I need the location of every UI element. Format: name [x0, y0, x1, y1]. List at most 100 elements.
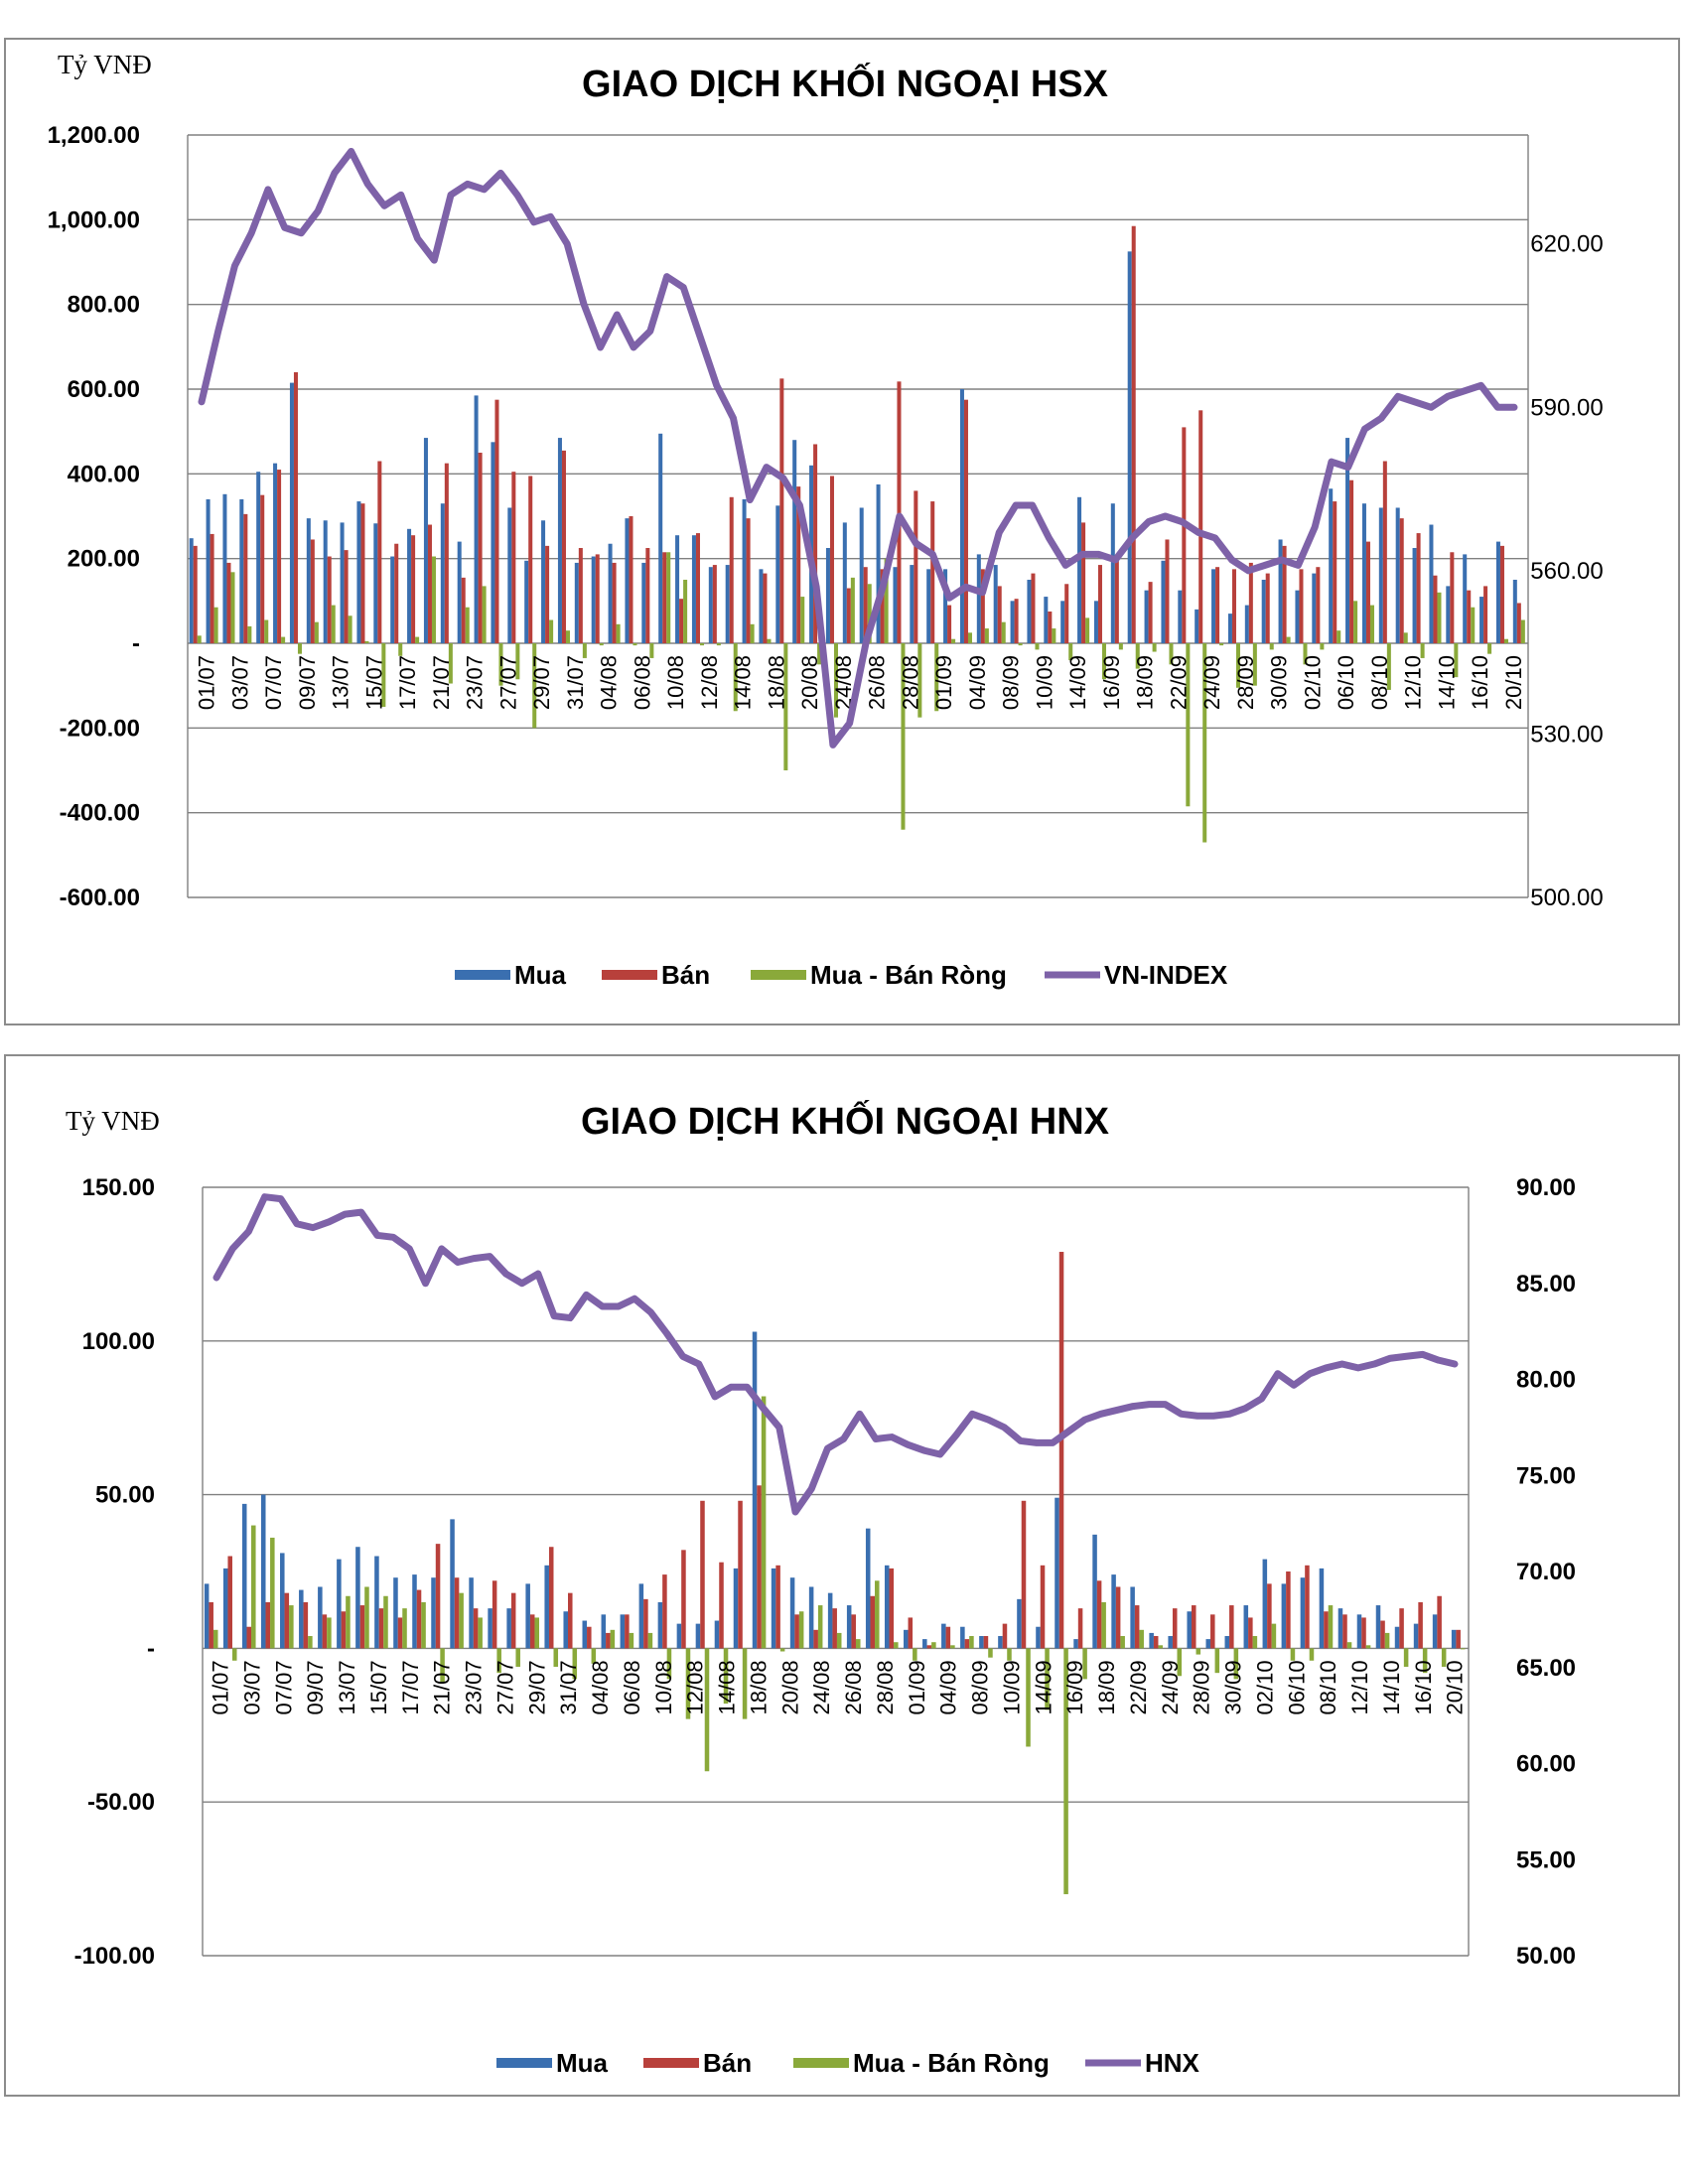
- hsx-bar-bn: [947, 605, 952, 643]
- hsx-bar-bn: [846, 588, 851, 643]
- hnx-bar-bn: [1437, 1595, 1442, 1649]
- hsx-bar-mua: [474, 395, 479, 643]
- hsx-bar-bn: [1198, 410, 1203, 643]
- hnx-bar-muabnrng: [1177, 1648, 1183, 1677]
- hsx-x-tick-label: 14/10: [1434, 655, 1459, 710]
- hnx-bar-muabnrng: [647, 1632, 653, 1649]
- hnx-bar-muabnrng: [1158, 1645, 1163, 1649]
- hnx-bar-bn: [775, 1565, 780, 1649]
- hnx-x-tick-label: 14/09: [1031, 1660, 1055, 1714]
- hsx-bar-muabnrng: [783, 643, 788, 770]
- hsx-bar-mua: [1110, 503, 1115, 643]
- hsx-x-tick-label: 02/10: [1300, 655, 1325, 710]
- hnx-bar-muabnrng: [817, 1605, 823, 1649]
- hnx-bar-bn: [851, 1614, 856, 1649]
- hnx-bar-bn: [738, 1500, 743, 1649]
- hsx-legend-label: Mua: [514, 960, 567, 990]
- hnx-bar-bn: [1134, 1605, 1140, 1649]
- hsx-bar-bn: [1483, 586, 1488, 643]
- hsx-bar-muabnrng: [1152, 643, 1157, 652]
- hsx-bar-mua: [306, 518, 311, 643]
- hsx-bar-muabnrng: [1101, 643, 1106, 680]
- hnx-y2-tick-label: 70.00: [1516, 1559, 1576, 1585]
- hsx-bar-mua: [993, 565, 998, 643]
- hsx-bar-muabnrng: [833, 643, 838, 718]
- hnx-bar-bn: [303, 1601, 309, 1649]
- hsx-bar-bn: [394, 543, 399, 643]
- hnx-bar-mua: [714, 1620, 720, 1649]
- hnx-bar-muabnrng: [969, 1636, 974, 1649]
- hnx-bar-muabnrng: [1441, 1648, 1447, 1667]
- hnx-y-tick-label: -: [147, 1635, 155, 1662]
- hnx-x-tick-label: 15/07: [366, 1660, 391, 1714]
- hsx-bar-mua: [256, 472, 261, 643]
- hnx-legend-label: Bán: [703, 2048, 752, 2078]
- hsx-bar-muabnrng: [934, 643, 939, 712]
- hsx-x-tick-label: 30/09: [1267, 655, 1292, 710]
- hsx-x-tick-label: 01/09: [931, 655, 956, 710]
- hsx-bar-muabnrng: [1001, 621, 1006, 643]
- hsx-bar-bn: [1282, 545, 1287, 643]
- hsx-bar-muabnrng: [448, 643, 453, 684]
- hsx-bar-bn: [210, 533, 214, 643]
- hsx-bar-mua: [340, 522, 345, 643]
- hsx-y-axis-label: Tỷ VNĐ: [58, 50, 152, 79]
- hsx-x-tick-label: 14/08: [731, 655, 756, 710]
- hnx-gridlines: [203, 1186, 1469, 1957]
- hnx-legend-swatch: [496, 2058, 552, 2068]
- hsx-chart-panel: GIAO DỊCH KHỐI NGOẠI HSX Tỷ VNĐ 1,200.00 1,…: [4, 38, 1680, 1025]
- hsx-x-tick-label: 18/09: [1133, 655, 1158, 710]
- hsx-bar-muabnrng: [850, 577, 855, 643]
- hnx-bar-mua: [1168, 1636, 1173, 1649]
- hnx-bar-bn: [1305, 1565, 1310, 1649]
- hsx-bar-muabnrng: [264, 619, 269, 643]
- hsx-x-tick-label: 08/10: [1367, 655, 1392, 710]
- hnx-bar-bn: [587, 1626, 592, 1649]
- hnx-bar-muabnrng: [1346, 1642, 1352, 1649]
- hsx-bar-mua: [1244, 605, 1249, 643]
- hnx-bar-mua: [299, 1589, 304, 1649]
- hsx-bar-mua: [691, 535, 696, 643]
- hsx-bar-muabnrng: [1235, 643, 1240, 688]
- hsx-x-tick-labels: 01/07 03/07 07/07 09/07 13/07 15/07 17/07 21/07…: [195, 655, 1526, 710]
- hsx-bar-bn: [763, 573, 768, 643]
- hsx-bar-muabnrng: [917, 643, 922, 718]
- hsx-bar-bn: [712, 565, 717, 643]
- hsx-bar-mua: [976, 554, 981, 643]
- hsx-bar-bn: [511, 472, 516, 643]
- hsx-bar-bn: [578, 548, 583, 643]
- hnx-x-tick-label: 12/10: [1347, 1660, 1372, 1714]
- hsx-bar-bn: [829, 476, 834, 643]
- hsx-bar-bn: [1165, 539, 1170, 643]
- hnx-x-tick-label: 14/08: [715, 1660, 740, 1714]
- hsx-bar-muabnrng: [1336, 630, 1341, 643]
- hsx-bar-mua: [1195, 609, 1199, 643]
- hsx-bar-mua: [893, 567, 898, 643]
- hsx-bar-bn: [1131, 225, 1136, 644]
- hsx-bar-bn: [293, 371, 298, 643]
- hsx-bar-muabnrng: [867, 584, 872, 643]
- hsx-bar-mua: [910, 565, 914, 643]
- hnx-bar-bn: [1267, 1583, 1272, 1649]
- hsx-bar-muabnrng: [565, 630, 570, 643]
- hsx-bar-bn: [997, 586, 1002, 643]
- hsx-bar-bn: [914, 490, 918, 643]
- hnx-bar-mua: [1300, 1577, 1306, 1649]
- hnx-bar-mua: [1036, 1626, 1041, 1649]
- hsx-bar-mua: [1211, 569, 1216, 643]
- hnx-bar-mua: [1017, 1598, 1022, 1649]
- hsx-bar-mua: [1479, 597, 1484, 643]
- hsx-x-tick-label: 09/07: [295, 655, 320, 710]
- hsx-bar-bn: [494, 399, 499, 643]
- hnx-bar-bn: [1172, 1608, 1178, 1649]
- hnx-bar-muabnrng: [913, 1648, 917, 1661]
- hnx-bar-muabnrng: [723, 1648, 729, 1705]
- hnx-y2-tick-label: 50.00: [1516, 1943, 1576, 1970]
- hsx-x-tick-label: 28/08: [898, 655, 922, 710]
- hnx-bar-bn: [492, 1580, 497, 1649]
- hsx-x-tick-label: 07/07: [261, 655, 286, 710]
- hsx-bar-muabnrng: [482, 586, 487, 643]
- hnx-bar-muabnrng: [1139, 1629, 1144, 1649]
- hsx-bar-muabnrng: [431, 556, 436, 643]
- hnx-x-tick-label: 12/08: [683, 1660, 708, 1714]
